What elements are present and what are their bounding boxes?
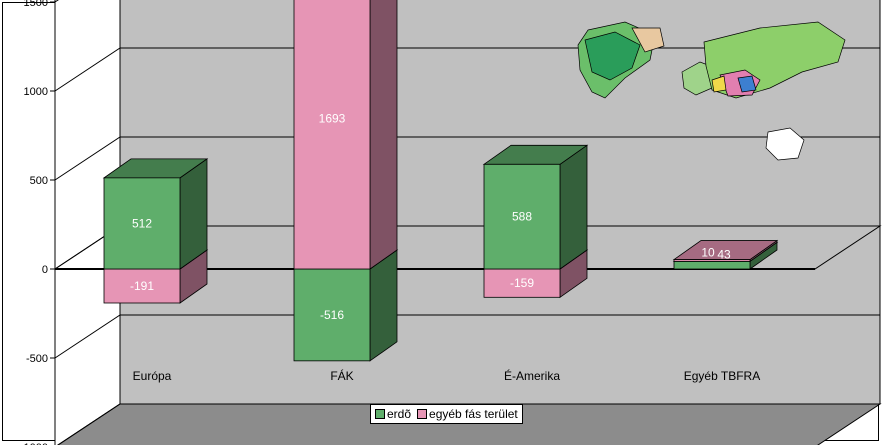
bar-3-1-front	[673, 259, 751, 262]
data-label-1-0: -516	[320, 308, 344, 322]
y-tick-label: 500	[30, 175, 48, 187]
data-label-2-1: -159	[510, 276, 534, 290]
bar-1-1-front	[293, 0, 371, 270]
map-australia	[765, 127, 805, 161]
data-label-3-0: 43	[717, 247, 731, 261]
legend: erdõ egyéb fás terület	[370, 404, 523, 424]
map-canada	[584, 31, 641, 81]
data-label-1-1: 1693	[319, 111, 346, 125]
bar-2-1-side	[559, 144, 588, 270]
legend-swatch-forest	[375, 409, 385, 419]
map-caucasus	[711, 75, 727, 93]
y-tick-label: 0	[42, 264, 48, 276]
data-label-0-0: 512	[132, 216, 152, 230]
bar-0-0-front	[103, 268, 181, 304]
map-greenland	[631, 27, 665, 53]
data-label-0-1: -191	[130, 279, 154, 293]
data-label-3-1: 10	[701, 246, 715, 260]
y-tick-label: -500	[26, 353, 48, 365]
bar-1-0-front	[293, 268, 371, 362]
legend-label-forest: erdõ	[387, 407, 412, 421]
gridline	[54, 136, 880, 181]
legend-item-forest: erdõ	[375, 407, 411, 421]
y-tick-label: -1000	[20, 442, 48, 445]
bar-2-1-front	[483, 163, 561, 270]
y-tick-label: 1500	[24, 0, 48, 9]
gridline	[57, 403, 880, 445]
x-category-label: Egyéb TBFRA	[684, 369, 760, 383]
map-middle-region	[737, 75, 757, 93]
legend-item-other-wooded-land: egyéb fás terület	[417, 407, 518, 421]
data-label-2-0: 588	[512, 210, 532, 224]
x-category-label: É-Amerika	[504, 368, 560, 383]
bar-2-0-front	[483, 268, 561, 298]
legend-swatch-other-wooded-land	[417, 409, 428, 419]
bar-0-1-front	[103, 177, 181, 270]
legend-label-other-wooded-land: egyéb fás terület	[429, 407, 518, 421]
bar-1-1-side	[369, 0, 398, 270]
bar-3-0-front	[673, 260, 751, 270]
x-category-label: Európa	[133, 369, 172, 383]
x-category-label: FÁK	[330, 368, 353, 383]
gridline	[54, 314, 880, 359]
y-tick-label: 1000	[24, 86, 48, 98]
